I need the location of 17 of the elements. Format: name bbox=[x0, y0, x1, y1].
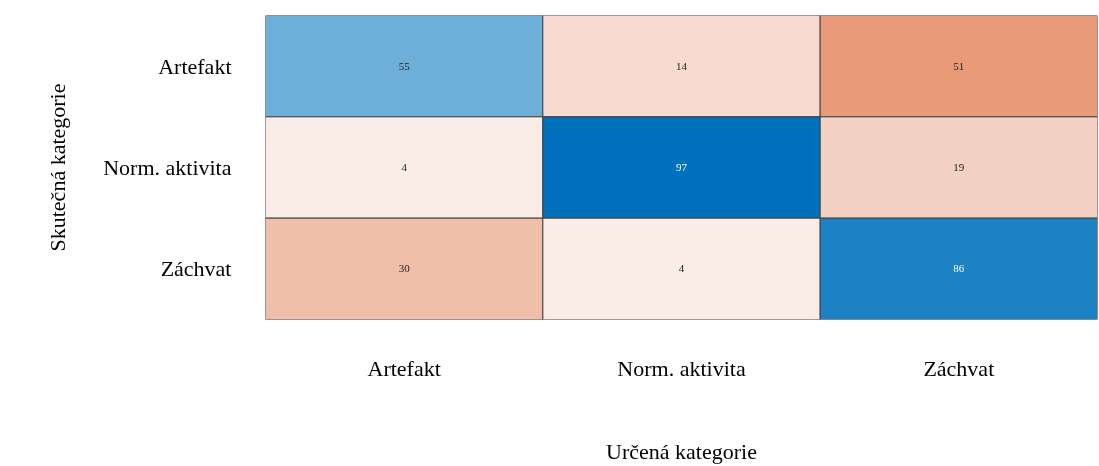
x-tick-label: Norm. aktivita bbox=[617, 355, 746, 381]
x-tick-label: Artefakt bbox=[367, 355, 441, 381]
data-label: 14 bbox=[676, 59, 688, 72]
y-tick-label: Artefakt bbox=[158, 53, 232, 79]
x-axis-title: Určená kategorie bbox=[606, 438, 757, 464]
data-label: 97 bbox=[676, 161, 688, 173]
data-label: 4 bbox=[678, 262, 685, 275]
y-axis-title: Skutečná kategorie bbox=[45, 83, 71, 252]
y-tick-label: Záchvat bbox=[160, 256, 232, 282]
data-label: 86 bbox=[953, 262, 965, 275]
data-label: 30 bbox=[398, 262, 411, 275]
data-label: 4 bbox=[401, 161, 408, 173]
x-tick-label: Záchvat bbox=[923, 355, 995, 381]
data-label: 51 bbox=[953, 59, 965, 72]
y-tick-label: Norm. aktivita bbox=[103, 155, 232, 180]
data-label: 19 bbox=[953, 161, 965, 173]
data-label: 55 bbox=[398, 59, 411, 72]
